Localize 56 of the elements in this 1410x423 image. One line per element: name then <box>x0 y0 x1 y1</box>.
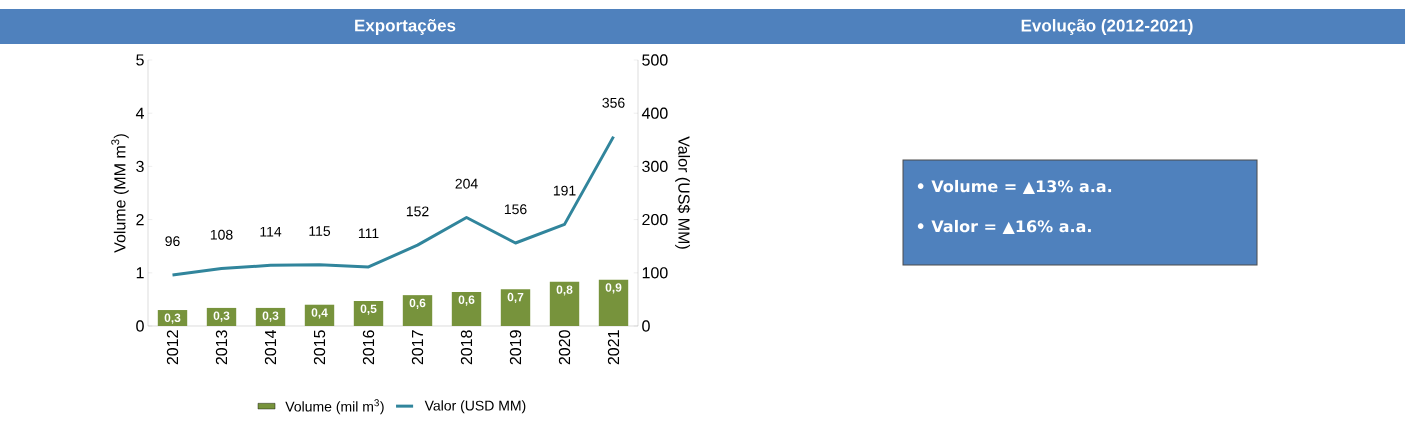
x-tick-label: 2012 <box>166 330 179 365</box>
x-tick-label: 2017 <box>411 330 424 365</box>
data-label: 0,4 <box>311 308 328 319</box>
y-tick-label: 4 <box>135 107 144 119</box>
y-tick-label: 5 <box>136 54 144 66</box>
legend-label: Valor (USD MM) <box>424 400 526 414</box>
bar <box>549 281 580 326</box>
x-tick-label: 2013 <box>215 330 228 365</box>
bar <box>353 301 384 326</box>
x-tick-label: 2020 <box>558 330 571 365</box>
bar <box>500 289 531 326</box>
bar <box>402 295 433 326</box>
data-label: 204 <box>455 178 478 189</box>
data-label: 0,8 <box>556 285 573 296</box>
data-label: 356 <box>602 97 625 108</box>
y2-tick-label: 300 <box>642 160 668 173</box>
y-axis-title: Volume (MM m$^{3}$) <box>111 134 129 253</box>
y-tick-label: 1 <box>136 267 144 279</box>
data-label: 0,3 <box>213 311 230 322</box>
data-label: 0,3 <box>262 311 279 322</box>
data-label: 0,3 <box>164 313 181 324</box>
data-label: 0,6 <box>409 298 426 309</box>
data-label: 96 <box>165 236 180 247</box>
x-tick-label: 2021 <box>607 330 620 365</box>
data-label: 152 <box>406 206 429 217</box>
text: Evolução (2012-2021) <box>1021 19 1193 35</box>
y2-tick-label: 400 <box>641 107 668 119</box>
y-tick-label: 0 <box>136 320 144 332</box>
legend-label: Volume (mil m$^{3}$) <box>285 399 384 415</box>
x-tick-label: 2015 <box>313 330 326 365</box>
x-tick-label: 2018 <box>460 330 473 365</box>
y2-tick-label: 500 <box>642 54 668 66</box>
y2-tick-label: 100 <box>642 267 668 279</box>
data-label: 115 <box>309 226 331 236</box>
y-tick-label: 2 <box>136 214 144 226</box>
x-tick-label: 2016 <box>362 330 375 365</box>
y2-tick-label: 200 <box>642 213 668 226</box>
y2-tick-label: 0 <box>642 320 650 332</box>
text: • Volume = ▲13% a.a. <box>917 179 1112 195</box>
bar <box>451 291 482 326</box>
data-label: 108 <box>210 229 233 240</box>
data-label: 191 <box>553 185 576 196</box>
data-label: 0,9 <box>605 283 622 294</box>
data-label: 0,7 <box>507 292 524 304</box>
data-label: 111 <box>358 228 379 239</box>
data-label: 0,6 <box>458 295 475 306</box>
data-label: 156 <box>504 204 527 215</box>
data-label: 114 <box>260 226 282 237</box>
data-label: 0,5 <box>360 304 377 315</box>
bar <box>598 279 629 326</box>
y2-axis-title: Valor (US$ MM) <box>675 136 691 249</box>
x-tick-label: 2019 <box>509 330 522 365</box>
y-tick-label: 3 <box>136 160 144 173</box>
text: • Valor = ▲16% a.a. <box>917 219 1091 235</box>
x-tick-label: 2014 <box>264 330 277 365</box>
chart-title: Exportações <box>355 19 456 35</box>
